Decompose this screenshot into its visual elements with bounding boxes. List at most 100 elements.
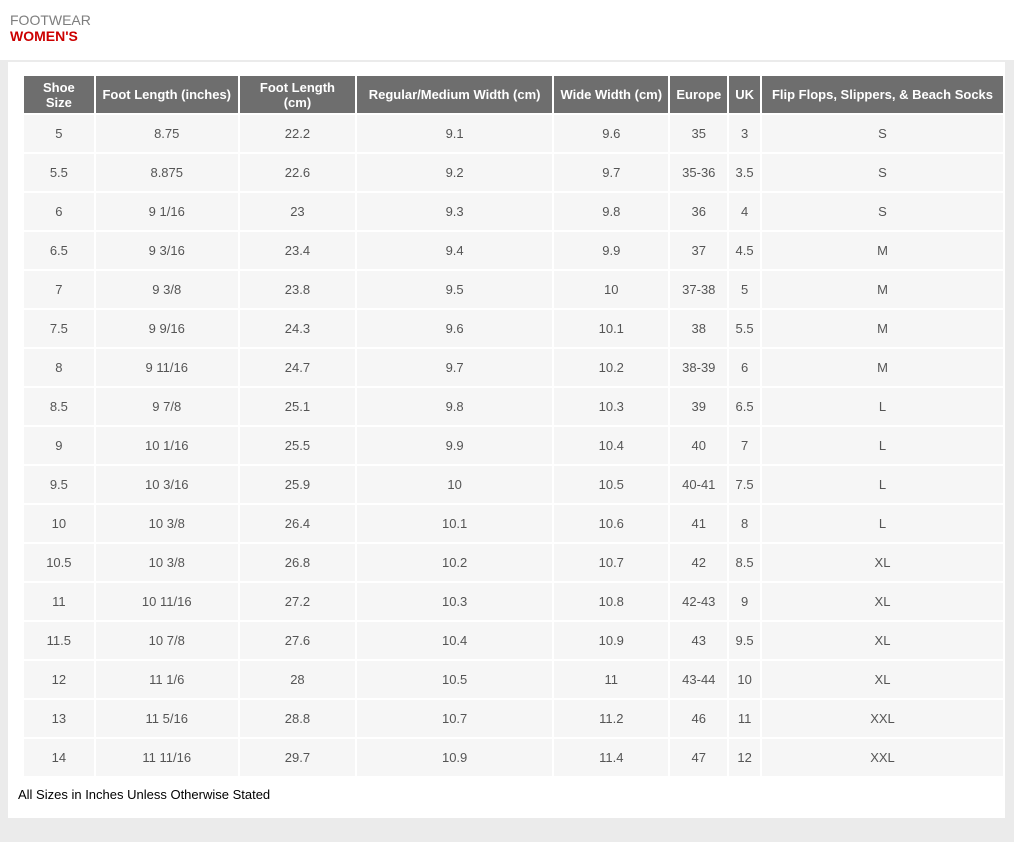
page-header: FOOTWEAR WOMEN'S — [0, 0, 1024, 60]
table-cell: 6.5 — [729, 388, 760, 425]
table-cell: 3.5 — [729, 154, 760, 191]
table-cell: 10.1 — [554, 310, 669, 347]
table-cell: 9.8 — [554, 193, 669, 230]
table-cell: 10 — [554, 271, 669, 308]
column-header: Wide Width (cm) — [554, 76, 669, 113]
table-cell: 43-44 — [670, 661, 728, 698]
table-cell: 5.5 — [729, 310, 760, 347]
table-cell: XL — [761, 661, 1003, 698]
table-row: 7.5 9 9/16 24.3 9.6 10.1 38 5.5 M — [24, 310, 1003, 347]
table-cell: 8 — [24, 349, 94, 386]
table-cell: 9 1/16 — [95, 193, 238, 230]
table-cell: 9 — [729, 583, 760, 620]
table-cell: L — [761, 466, 1003, 503]
table-row: 10.5 10 3/8 26.8 10.2 10.7 42 8.5 XL — [24, 544, 1003, 581]
table-cell: 10.1 — [357, 505, 553, 542]
table-cell: 26.4 — [239, 505, 356, 542]
table-cell: 6 — [729, 349, 760, 386]
table-cell: 9 7/8 — [95, 388, 238, 425]
table-cell: 37 — [670, 232, 728, 269]
table-cell: 9.9 — [554, 232, 669, 269]
table-row: 9 10 1/16 25.5 9.9 10.4 40 7 L — [24, 427, 1003, 464]
table-cell: 11.2 — [554, 700, 669, 737]
table-cell: 11 11/16 — [95, 739, 238, 776]
table-cell: 14 — [24, 739, 94, 776]
table-cell: 40-41 — [670, 466, 728, 503]
table-cell: 10.7 — [554, 544, 669, 581]
table-row: 12 11 1/6 28 10.5 11 43-44 10 XL — [24, 661, 1003, 698]
table-cell: 8 — [729, 505, 760, 542]
table-cell: 8.5 — [729, 544, 760, 581]
column-header: Regular/Medium Width (cm) — [357, 76, 553, 113]
table-row: 9.5 10 3/16 25.9 10 10.5 40-41 7.5 L — [24, 466, 1003, 503]
table-cell: 9.1 — [357, 115, 553, 152]
table-cell: 42 — [670, 544, 728, 581]
table-cell: 42-43 — [670, 583, 728, 620]
table-cell: 10 7/8 — [95, 622, 238, 659]
table-row: 10 10 3/8 26.4 10.1 10.6 41 8 L — [24, 505, 1003, 542]
column-header: Shoe Size — [24, 76, 94, 113]
table-cell: 5 — [729, 271, 760, 308]
table-cell: 9.4 — [357, 232, 553, 269]
table-row: 14 11 11/16 29.7 10.9 11.4 47 12 XXL — [24, 739, 1003, 776]
table-cell: 7 — [24, 271, 94, 308]
table-cell: 6 — [24, 193, 94, 230]
column-header: Europe — [670, 76, 728, 113]
table-cell: 27.2 — [239, 583, 356, 620]
table-cell: S — [761, 115, 1003, 152]
table-cell: 7.5 — [24, 310, 94, 347]
table-cell: 23.4 — [239, 232, 356, 269]
table-cell: 10.5 — [357, 661, 553, 698]
table-cell: 23 — [239, 193, 356, 230]
table-cell: M — [761, 271, 1003, 308]
table-cell: S — [761, 154, 1003, 191]
table-cell: 10.9 — [357, 739, 553, 776]
table-cell: 9.3 — [357, 193, 553, 230]
table-cell: 9.6 — [554, 115, 669, 152]
table-cell: 11 5/16 — [95, 700, 238, 737]
table-cell: 7.5 — [729, 466, 760, 503]
size-table: Shoe Size Foot Length (inches) Foot Length… — [22, 74, 1005, 778]
table-cell: 11.5 — [24, 622, 94, 659]
table-cell: 28.8 — [239, 700, 356, 737]
table-cell: 5 — [24, 115, 94, 152]
table-cell: 37-38 — [670, 271, 728, 308]
table-cell: 10.4 — [357, 622, 553, 659]
page-title: WOMEN'S — [10, 28, 78, 44]
table-cell: 12 — [24, 661, 94, 698]
size-table-body: 5 8.75 22.2 9.1 9.6 35 3 S 5.5 8.875 22.6 9.2 9.7 35-… — [24, 115, 1003, 776]
table-cell: L — [761, 388, 1003, 425]
table-cell: 9.6 — [357, 310, 553, 347]
table-cell: 39 — [670, 388, 728, 425]
table-cell: XL — [761, 583, 1003, 620]
column-header: Foot Length (cm) — [239, 76, 356, 113]
table-cell: M — [761, 349, 1003, 386]
table-cell: 10.2 — [357, 544, 553, 581]
column-header: Flip Flops, Slippers, & Beach Socks — [761, 76, 1003, 113]
table-cell: XL — [761, 544, 1003, 581]
table-cell: 10 — [24, 505, 94, 542]
table-cell: M — [761, 310, 1003, 347]
content-panel: Shoe Size Foot Length (inches) Foot Length… — [8, 62, 1005, 818]
table-cell: 10.9 — [554, 622, 669, 659]
table-cell: 10.3 — [554, 388, 669, 425]
table-cell: 40 — [670, 427, 728, 464]
table-row: 11 10 11/16 27.2 10.3 10.8 42-43 9 XL — [24, 583, 1003, 620]
table-cell: 10 3/8 — [95, 544, 238, 581]
table-cell: 5.5 — [24, 154, 94, 191]
table-cell: 38 — [670, 310, 728, 347]
table-cell: 10.5 — [554, 466, 669, 503]
table-cell: 9.5 — [24, 466, 94, 503]
table-cell: 9 9/16 — [95, 310, 238, 347]
table-cell: 38-39 — [670, 349, 728, 386]
table-cell: 46 — [670, 700, 728, 737]
table-cell: 4 — [729, 193, 760, 230]
table-cell: XXL — [761, 700, 1003, 737]
table-cell: 22.6 — [239, 154, 356, 191]
table-cell: 13 — [24, 700, 94, 737]
table-cell: 10 — [357, 466, 553, 503]
table-cell: 6.5 — [24, 232, 94, 269]
category-label: FOOTWEAR — [10, 12, 91, 28]
page-background: Shoe Size Foot Length (inches) Foot Length… — [0, 60, 1014, 842]
